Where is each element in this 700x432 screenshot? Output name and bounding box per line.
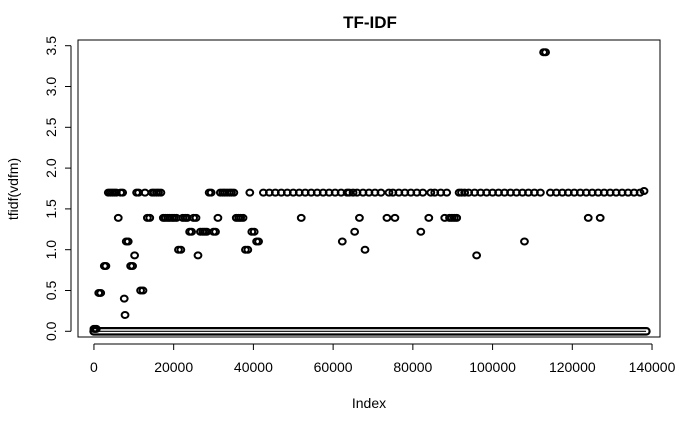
zero-value-band: [89, 326, 651, 336]
data-point: [442, 188, 452, 197]
data-point: [426, 188, 436, 197]
data-point: [130, 251, 140, 260]
data-point: [120, 310, 130, 319]
data-point: [344, 188, 354, 197]
data-point: [119, 294, 129, 303]
y-tick-label: 3.5: [43, 36, 59, 56]
data-point: [101, 262, 111, 271]
data-point: [460, 188, 470, 197]
data-point: [145, 213, 155, 222]
data-point: [118, 188, 128, 197]
x-tick-label: 140000: [629, 359, 676, 375]
data-point: [229, 188, 239, 197]
data-point: [348, 188, 358, 197]
data-point: [156, 188, 166, 197]
data-point: [206, 188, 216, 197]
data-point: [91, 324, 101, 333]
y-axis: 0.0 0.5 1.0 1.5 2.0 2.5 3.0 3.5: [43, 36, 72, 341]
data-point: [138, 286, 148, 295]
x-tick-label: 40000: [234, 359, 273, 375]
y-tick-label: 0.0: [43, 321, 59, 341]
data-point: [424, 213, 434, 222]
data-point: [384, 188, 394, 197]
data-point: [191, 213, 201, 222]
data-point: [123, 237, 133, 246]
x-tick-label: 100000: [469, 359, 516, 375]
data-point: [243, 245, 253, 254]
data-point: [187, 227, 197, 236]
data-point: [113, 213, 123, 222]
data-point: [249, 227, 259, 236]
data-point: [337, 237, 347, 246]
y-tick-label: 3.0: [43, 77, 59, 97]
data-point: [128, 262, 138, 271]
data-point: [245, 188, 255, 197]
x-tick-label: 20000: [154, 359, 193, 375]
data-point: [176, 245, 186, 254]
x-tick-label: 120000: [549, 359, 596, 375]
data-point: [213, 213, 223, 222]
data-point: [418, 188, 428, 197]
data-point: [520, 237, 529, 246]
data-point: [639, 186, 649, 195]
data-point: [350, 227, 360, 236]
data-point: [452, 213, 462, 222]
data-point: [193, 251, 203, 260]
zero-value-points: [89, 326, 651, 336]
data-point: [360, 245, 370, 254]
y-tick-label: 1.0: [43, 240, 59, 260]
data-point: [254, 237, 263, 246]
data-point: [583, 213, 593, 222]
data-point: [238, 213, 248, 222]
data-point: [536, 188, 545, 197]
plot-frame: [77, 39, 661, 338]
x-axis-label: Index: [352, 395, 386, 411]
data-point: [376, 188, 386, 197]
data-point: [382, 213, 392, 222]
data-point: [541, 48, 550, 57]
y-tick-label: 2.5: [43, 117, 59, 137]
y-tick-label: 2.0: [43, 158, 59, 178]
y-tick-label: 0.5: [43, 281, 59, 301]
x-tick-label: 60000: [314, 359, 353, 375]
data-point: [296, 213, 306, 222]
data-point: [390, 213, 400, 222]
data-point: [416, 227, 426, 236]
y-axis-label: tfidf(vdfm): [5, 158, 21, 220]
data-point: [355, 213, 364, 222]
data-point: [211, 227, 220, 236]
data-point: [96, 288, 106, 297]
x-tick-label: 0: [90, 359, 98, 375]
y-tick-label: 1.5: [43, 199, 59, 219]
chart-title: TF-IDF: [343, 13, 397, 32]
data-points: [89, 48, 649, 333]
data-point: [595, 213, 605, 222]
data-point: [472, 251, 482, 260]
x-tick-label: 80000: [393, 359, 432, 375]
x-axis: 0 20000 40000 60000 80000 100000 120000 140000: [90, 343, 676, 375]
